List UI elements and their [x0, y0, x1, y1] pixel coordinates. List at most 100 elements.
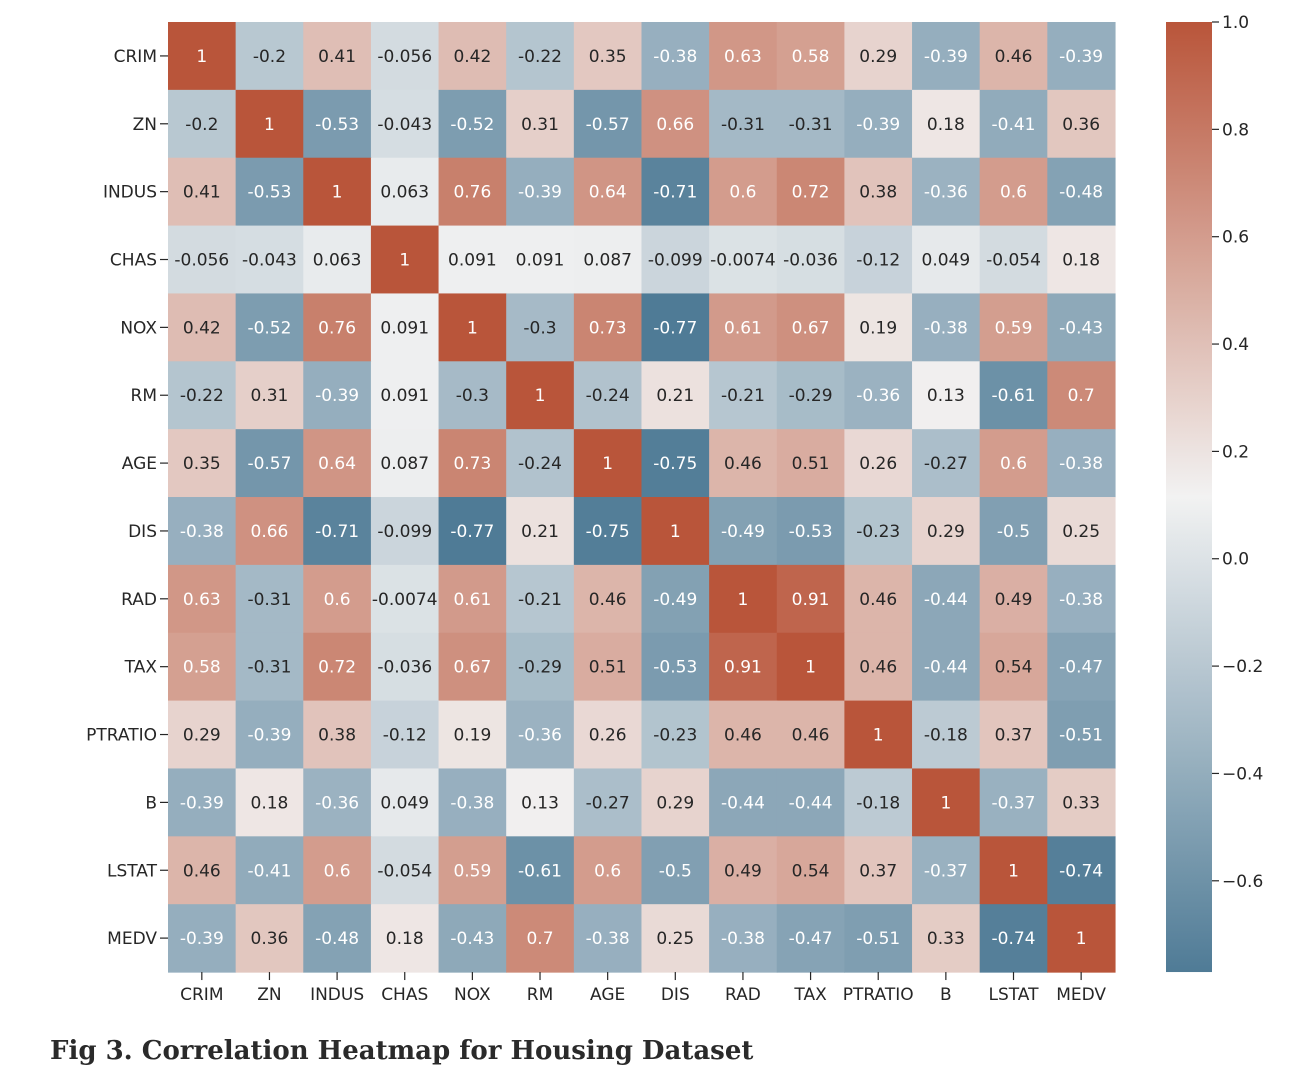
cell-value-label: 0.41 — [183, 183, 221, 203]
heatmap-cell — [168, 22, 237, 91]
heatmap-cell — [438, 836, 507, 905]
heatmap-cell — [438, 564, 507, 634]
heatmap-cell — [506, 564, 575, 634]
y-tick-label: ZN — [133, 115, 157, 135]
cell-value-label: -0.18 — [856, 793, 900, 813]
heatmap-cell — [641, 632, 710, 702]
cell-value-label: -0.44 — [924, 590, 968, 610]
cell-value-label: 0.29 — [859, 47, 897, 67]
heatmap-cell — [979, 429, 1048, 498]
cell-value-label: 0.54 — [792, 861, 830, 881]
heatmap-cell — [168, 157, 237, 227]
heatmap-cell — [979, 497, 1048, 566]
cell-value-label: 0.91 — [792, 590, 830, 610]
cell-value-label: 0.19 — [453, 726, 491, 746]
heatmap-cell — [506, 89, 575, 159]
cell-value-label: 0.66 — [251, 522, 289, 542]
cell-value-label: 0.19 — [859, 318, 897, 338]
cell-value-label: 1 — [399, 251, 410, 271]
heatmap-cell — [506, 497, 575, 566]
heatmap-cell — [573, 497, 643, 566]
x-tick-label: AGE — [590, 985, 625, 1005]
cell-value-label: -0.22 — [518, 47, 562, 67]
cell-value-label: -0.043 — [377, 115, 432, 135]
cell-value-label: -0.51 — [1059, 726, 1103, 746]
heatmap-cell — [370, 768, 440, 837]
heatmap-cell — [370, 564, 440, 634]
cell-value-label: 0.59 — [453, 861, 491, 881]
cell-value-label: -0.37 — [992, 793, 1036, 813]
cell-value-label: 1 — [805, 658, 816, 678]
heatmap-cell — [979, 22, 1048, 91]
heatmap-cell — [844, 361, 913, 430]
cell-value-label: -0.39 — [924, 47, 968, 67]
heatmap-cell — [370, 632, 440, 702]
heatmap-cell — [168, 89, 237, 159]
heatmap-cell — [506, 904, 575, 973]
cell-value-label: 0.25 — [1062, 522, 1100, 542]
heatmap-cell — [709, 632, 778, 702]
heatmap-cell — [912, 89, 981, 159]
cell-value-label: 1 — [535, 386, 546, 406]
heatmap-cell — [438, 89, 507, 159]
heatmap-cell — [438, 429, 507, 498]
heatmap-cell — [641, 157, 710, 227]
cell-value-label: 0.087 — [380, 454, 429, 474]
heatmap-cell — [303, 904, 372, 973]
heatmap-cell — [844, 225, 913, 295]
y-tick-label: LSTAT — [107, 861, 158, 881]
cell-value-label: -0.36 — [518, 726, 562, 746]
heatmap-cell — [303, 225, 372, 295]
heatmap-cell — [641, 429, 710, 498]
heatmap-cell — [370, 497, 440, 566]
heatmap-cell — [235, 157, 304, 227]
colorbar-tick-label: 0.4 — [1222, 335, 1249, 355]
heatmap-cell — [573, 293, 643, 362]
heatmap-cell — [776, 836, 845, 905]
cell-value-label: -0.38 — [586, 929, 630, 949]
figure-caption: Fig 3. Correlation Heatmap for Housing D… — [50, 1036, 754, 1066]
heatmap-cell — [168, 632, 237, 702]
cell-value-label: 0.67 — [453, 658, 491, 678]
heatmap-cell — [641, 293, 710, 362]
cell-value-label: 0.7 — [1068, 386, 1095, 406]
cell-value-label: 0.42 — [183, 318, 221, 338]
heatmap-cell — [438, 497, 507, 566]
heatmap-cell — [370, 836, 440, 905]
heatmap-cell — [709, 497, 778, 566]
heatmap-cell — [979, 700, 1048, 770]
heatmap-cell — [776, 22, 845, 91]
cell-value-label: 0.46 — [183, 861, 221, 881]
cell-value-label: 0.46 — [589, 590, 627, 610]
heatmap-cell — [912, 225, 981, 295]
cell-value-label: -0.71 — [653, 183, 697, 203]
cell-value-label: -0.74 — [992, 929, 1036, 949]
heatmap-cell — [641, 836, 710, 905]
heatmap-cell — [438, 225, 507, 295]
colorbar: 1.0 0.8 0.6 0.4 0.2 0.0 −0.2 −0.4 −0.6 — [1166, 13, 1263, 973]
x-tick-label: DIS — [661, 985, 690, 1005]
x-tick-label: B — [940, 985, 952, 1005]
cell-value-label: 0.33 — [927, 929, 965, 949]
heatmap-cell — [1047, 361, 1116, 430]
heatmap-cell — [168, 225, 237, 295]
cell-value-label: 0.091 — [380, 386, 429, 406]
cell-value-label: 0.72 — [318, 658, 356, 678]
heatmap-cell — [844, 836, 913, 905]
heatmap-cell — [370, 700, 440, 770]
heatmap-cell — [641, 89, 710, 159]
cell-value-label: -0.38 — [450, 793, 494, 813]
cell-value-label: 1 — [602, 454, 613, 474]
cell-value-label: 0.35 — [589, 47, 627, 67]
cell-value-label: -0.22 — [180, 386, 224, 406]
x-tick-label: INDUS — [310, 985, 364, 1005]
heatmap-cell — [506, 157, 575, 227]
heatmap-cell — [1047, 225, 1116, 295]
cell-value-label: -0.53 — [789, 522, 833, 542]
heatmap-cell — [979, 157, 1048, 227]
cell-value-label: 0.37 — [995, 726, 1033, 746]
cell-value-label: -0.27 — [586, 793, 630, 813]
heatmap-cell — [573, 904, 643, 973]
cell-value-label: 0.7 — [526, 929, 553, 949]
cell-value-label: 0.64 — [589, 183, 627, 203]
